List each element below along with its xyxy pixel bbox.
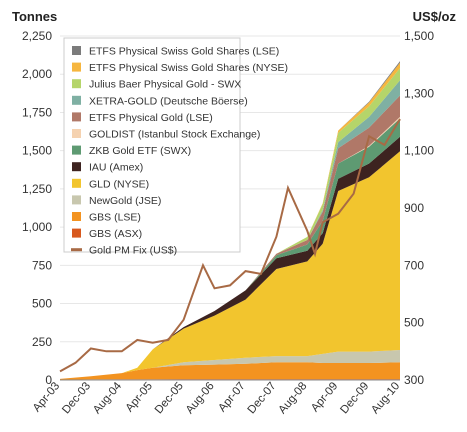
- right-tick-label: 1,300: [404, 86, 434, 100]
- x-tick-label: Dec-07: [246, 380, 279, 416]
- x-tick-label: Dec-09: [338, 380, 371, 416]
- legend-swatch: [72, 228, 81, 238]
- left-tick-label: 1,000: [22, 220, 52, 234]
- left-tick-label: 2,000: [22, 67, 52, 81]
- legend-swatch: [72, 212, 81, 221]
- legend-swatch: [72, 62, 81, 72]
- left-axis-title: Tonnes: [12, 9, 57, 24]
- legend-box: [63, 37, 241, 253]
- legend-swatch: [72, 79, 81, 89]
- legend-label: ETFS Physical Swiss Gold Shares (LSE): [89, 46, 279, 58]
- legend-label: IAU (Amex): [89, 162, 143, 174]
- legend-label: XETRA-GOLD (Deutsche Böerse): [89, 95, 248, 107]
- x-tick-label: Aug-04: [91, 380, 124, 417]
- legend-line-swatch: [71, 248, 82, 252]
- legend-label: ETFS Physical Swiss Gold Shares (NYSE): [89, 62, 288, 74]
- x-tick-label: Aug-06: [184, 380, 217, 416]
- right-tick-label: 1,500: [404, 29, 434, 43]
- gold-price-line: [59, 118, 401, 373]
- left-tick-label: 0: [45, 373, 52, 387]
- legend-swatch: [72, 95, 81, 105]
- x-tick-label: Apr-05: [124, 380, 155, 414]
- right-tick-label: 500: [404, 316, 424, 330]
- legend-swatch: [72, 112, 81, 122]
- left-tick-label: 1,750: [22, 105, 52, 119]
- legend-label: ZKB Gold ETF (SWX): [89, 145, 191, 157]
- x-tick-label: Aug-08: [277, 380, 310, 416]
- left-tick-label: 1,500: [22, 144, 52, 158]
- right-axis-title: US$/oz: [413, 9, 457, 24]
- legend-label: ETFS Physical Gold (LSE): [89, 112, 213, 124]
- legend-swatch: [72, 178, 81, 188]
- x-tick-label: Dec-05: [153, 380, 186, 416]
- legend-label: GBS (ASX): [89, 228, 142, 240]
- legend-label: NewGold (JSE): [89, 195, 161, 207]
- right-tick-label: 900: [404, 201, 424, 215]
- left-tick-label: 750: [32, 258, 52, 272]
- legend-swatch: [72, 195, 81, 205]
- x-tick-label: Dec-03: [60, 380, 93, 416]
- x-tick-label: Apr-09: [309, 380, 340, 414]
- area-gbs-lse: [60, 362, 400, 380]
- legend-swatch: [72, 162, 81, 172]
- legend-label: GBS (LSE): [89, 212, 141, 224]
- left-tick-labels: 0 250 500 750 1,000 1,250 1,500 1,750 2,000 2,250: [22, 29, 52, 387]
- legend-label: Gold PM Fix (US$): [89, 245, 177, 257]
- legend: ETFS Physical Swiss Gold Shares (LSE) ETF…: [63, 37, 288, 257]
- area-gld-nyse: [60, 151, 400, 379]
- legend-swatch: [72, 129, 81, 138]
- right-tick-label: 1,100: [404, 144, 434, 158]
- left-tick-label: 2,250: [22, 29, 52, 43]
- legend-label: GOLDIST (Istanbul Stock Exchange): [89, 129, 260, 141]
- legend-label: GLD (NYSE): [89, 178, 149, 190]
- left-tick-label: 1,250: [22, 182, 52, 196]
- right-tick-label: 300: [404, 373, 424, 387]
- x-tick-label: Apr-07: [216, 380, 247, 414]
- x-tick-label: Aug-10: [369, 380, 402, 416]
- left-tick-label: 500: [32, 297, 52, 311]
- right-tick-label: 700: [404, 258, 424, 272]
- gold-pm-fix-line: [59, 118, 401, 373]
- area-newgold-jse: [60, 350, 400, 379]
- legend-swatch: [72, 46, 81, 55]
- legend-swatch: [72, 145, 81, 155]
- left-tick-label: 250: [32, 335, 52, 349]
- right-tick-labels: 300 500 700 900 1,100 1,300 1,500: [404, 29, 434, 387]
- legend-label: Julius Baer Physical Gold - SWX: [89, 79, 241, 91]
